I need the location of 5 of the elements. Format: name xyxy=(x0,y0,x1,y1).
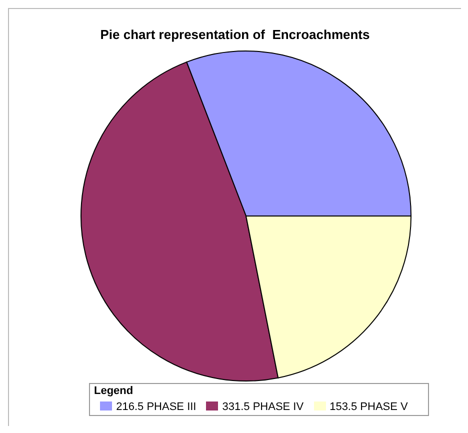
legend-label: 331.5 PHASE IV xyxy=(222,401,304,414)
legend-title: Legend xyxy=(94,385,134,397)
chart-title: Pie chart representation of Encroachments xyxy=(99,27,371,42)
legend-label: 153.5 PHASE V xyxy=(330,401,408,414)
legend-label: 216.5 PHASE III xyxy=(116,401,196,414)
